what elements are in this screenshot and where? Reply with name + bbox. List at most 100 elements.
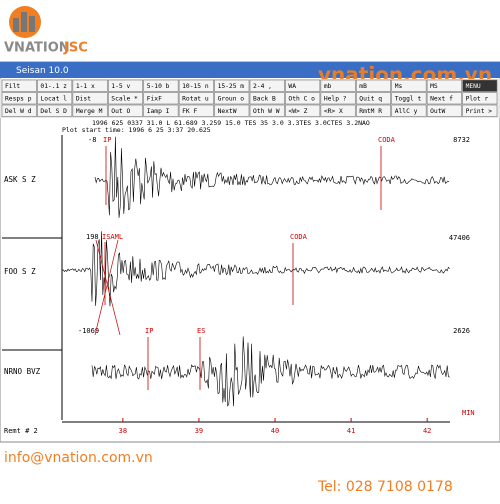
button-label[interactable]: MENU <box>466 83 481 90</box>
button[interactable] <box>462 104 498 117</box>
button[interactable] <box>426 104 462 117</box>
button-label[interactable]: Out O <box>111 108 130 115</box>
button[interactable] <box>37 92 73 105</box>
footer-phone: Tel: 028 7108 0178 <box>317 479 453 495</box>
button[interactable] <box>37 79 73 92</box>
button-label[interactable]: Toggl t <box>395 96 422 103</box>
button-label[interactable]: Scale * <box>111 96 138 103</box>
button[interactable] <box>462 79 498 92</box>
button-label[interactable]: 1-1 x <box>76 83 95 90</box>
button[interactable] <box>1 79 37 92</box>
button-label[interactable]: Plot r <box>466 96 489 103</box>
button[interactable] <box>320 104 356 117</box>
button[interactable] <box>285 79 321 92</box>
button-label[interactable]: RmtM R <box>359 108 382 115</box>
button[interactable] <box>285 104 321 117</box>
button[interactable] <box>72 104 108 117</box>
button[interactable] <box>320 79 356 92</box>
button[interactable] <box>72 79 108 92</box>
button-label[interactable]: Merge M <box>76 108 103 115</box>
button[interactable] <box>143 104 179 117</box>
pick-label: IP <box>103 136 111 144</box>
button-label[interactable]: Resps p <box>5 96 32 103</box>
pick-line <box>95 239 121 336</box>
axis-tick-label: 41 <box>347 427 355 435</box>
button-label[interactable]: 2-4 , <box>253 83 272 90</box>
button-label[interactable]: Iamp I <box>147 108 170 115</box>
button[interactable] <box>143 92 179 105</box>
button-label[interactable]: 1-5 v <box>111 83 130 90</box>
button[interactable] <box>426 92 462 105</box>
button[interactable] <box>143 79 179 92</box>
button-label[interactable]: Quit q <box>359 96 382 103</box>
button-label[interactable]: Oth C o <box>288 96 315 103</box>
button[interactable] <box>107 104 144 117</box>
button[interactable] <box>320 92 356 105</box>
button-label[interactable]: Next f <box>430 96 453 103</box>
button[interactable] <box>178 104 214 117</box>
button[interactable] <box>391 104 427 117</box>
button-label[interactable]: Locat l <box>40 96 67 103</box>
button[interactable] <box>178 79 214 92</box>
button-label[interactable]: mb <box>324 83 332 90</box>
button[interactable] <box>462 92 498 105</box>
button-label[interactable]: <R> X <box>324 108 343 115</box>
button[interactable] <box>355 104 392 117</box>
button-label[interactable]: Dist <box>76 96 91 103</box>
button-label[interactable]: Groun o <box>218 96 245 103</box>
button[interactable] <box>426 79 462 92</box>
button[interactable] <box>249 104 285 117</box>
pick-label: ISAML <box>102 233 123 241</box>
pick-label: -1069 <box>78 327 99 335</box>
button[interactable] <box>178 92 214 105</box>
logo-suffix: JSC <box>63 41 88 56</box>
button[interactable] <box>355 79 392 92</box>
axis-tick-label: 40 <box>271 427 279 435</box>
button-label[interactable]: Oth W W <box>253 108 280 115</box>
button-label[interactable]: Back B <box>253 96 276 103</box>
button[interactable] <box>355 92 392 105</box>
window <box>0 61 500 443</box>
button[interactable] <box>37 104 73 117</box>
button-label[interactable]: Help ? <box>324 96 347 103</box>
button-label[interactable]: FK F <box>182 108 197 115</box>
button-label[interactable]: FixF <box>147 96 162 103</box>
button-label[interactable]: OutW <box>430 108 445 115</box>
button[interactable] <box>1 104 37 117</box>
button[interactable] <box>72 92 108 105</box>
button-label[interactable]: 10-15 n <box>182 83 209 90</box>
button-label[interactable]: 5-10 b <box>147 83 170 90</box>
header-line: 1996 625 0337 31.0 L 61.689 3.259 15.0 T… <box>92 119 370 127</box>
button[interactable] <box>107 79 144 92</box>
pick-label: CODA <box>378 136 396 144</box>
button-label[interactable]: Del W d <box>5 108 32 115</box>
button[interactable] <box>285 92 321 105</box>
button-label[interactable]: Ms <box>395 83 403 90</box>
button[interactable] <box>214 92 250 105</box>
button[interactable] <box>249 92 285 105</box>
button-label[interactable]: Print > <box>466 108 493 115</box>
button[interactable] <box>107 92 144 105</box>
button-label[interactable]: Rotat u <box>182 96 209 103</box>
button[interactable] <box>391 79 427 92</box>
max-amplitude: 47406 <box>449 234 470 242</box>
pick-label: -8 <box>88 136 96 144</box>
button-label[interactable]: NextW <box>218 108 237 115</box>
button-label[interactable]: WA <box>288 83 296 90</box>
button-label[interactable]: 01-.1 z <box>40 83 67 90</box>
button-label[interactable]: 15-25 m <box>218 83 245 90</box>
button-label[interactable]: AllC y <box>395 108 418 115</box>
button-label[interactable]: <W> Z <box>288 108 307 115</box>
button-label[interactable]: mB <box>359 83 367 90</box>
button[interactable] <box>1 92 37 105</box>
button-label[interactable]: MS <box>430 83 438 90</box>
button[interactable] <box>214 79 250 92</box>
button-label[interactable]: Del S D <box>40 108 67 115</box>
button[interactable] <box>214 104 250 117</box>
pick-label: ES <box>197 327 205 335</box>
pick-label: CODA <box>290 233 308 241</box>
button-label[interactable]: Filt <box>5 83 20 90</box>
button[interactable] <box>391 92 427 105</box>
button[interactable] <box>249 79 285 92</box>
